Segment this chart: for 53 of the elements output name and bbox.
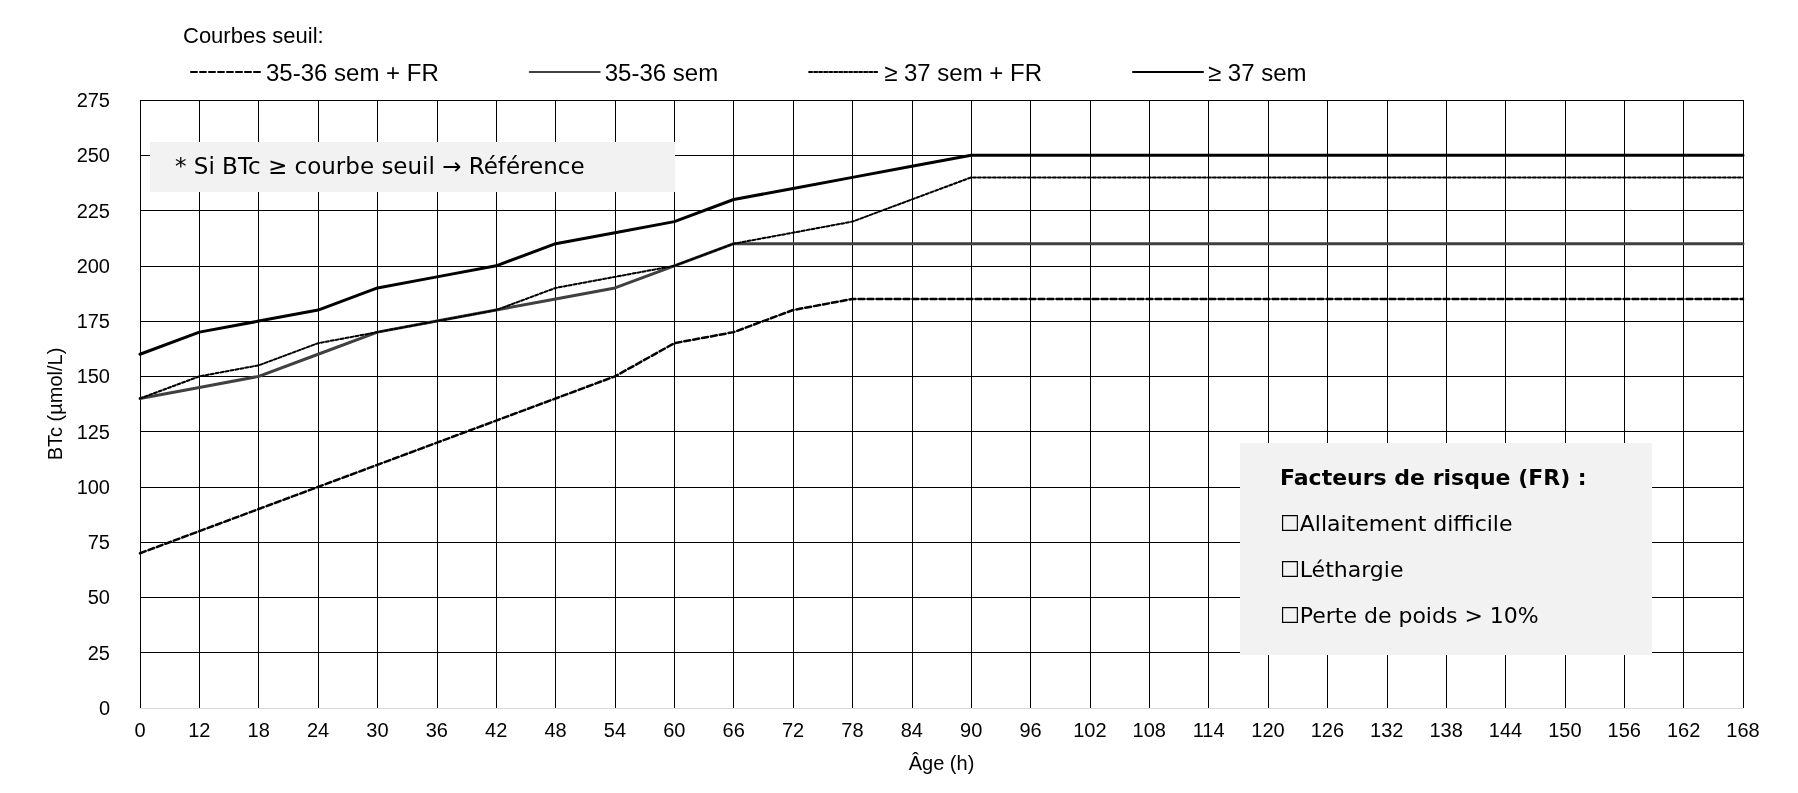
x-tick-label: 42: [485, 719, 508, 741]
x-tick-label: 126: [1310, 719, 1345, 741]
x-tick-label: 0: [134, 719, 146, 741]
annotation: ☐Léthargie: [1280, 556, 1405, 584]
x-tick-label: 36: [425, 719, 448, 741]
y-tick-label: 75: [87, 531, 110, 554]
y-tick-label: 100: [76, 475, 110, 498]
x-tick-label: 162: [1666, 719, 1701, 741]
y-tick-label: 175: [76, 310, 110, 333]
note-box: * Si BTc ≥ courbe seuil → Référence: [150, 142, 675, 192]
x-tick-label: 24: [306, 719, 330, 741]
x-tick-label: 48: [544, 719, 567, 741]
y-axis-title: BTc (µmol/L): [44, 347, 66, 461]
x-tick-label: 96: [1019, 719, 1042, 741]
x-tick-label: 108: [1132, 719, 1166, 741]
x-tick-label: 156: [1607, 719, 1641, 741]
x-tick-label: 72: [781, 719, 805, 741]
annotation: Facteurs de risque (FR) :: [1280, 464, 1588, 492]
legend-label: 35-36 sem: [604, 58, 719, 86]
x-tick-label: 132: [1370, 719, 1404, 741]
x-tick-label: 78: [841, 719, 864, 741]
y-tick-label: 250: [76, 144, 110, 167]
x-tick-label: 60: [663, 719, 686, 741]
y-tick-label: 125: [76, 420, 110, 443]
legend-title: Courbes seuil:: [183, 22, 324, 48]
annotation: * Si BTc ≥ courbe seuil → Référence: [175, 153, 585, 179]
y-tick-label: 200: [76, 254, 110, 277]
x-tick-label: 150: [1548, 719, 1582, 741]
y-tick-label: 50: [87, 586, 110, 609]
x-tick-label: 114: [1192, 719, 1225, 741]
x-tick-label: 18: [247, 719, 270, 741]
x-tick-label: 30: [366, 719, 389, 741]
x-tick-label: 84: [900, 719, 923, 741]
x-tick-label: 102: [1073, 719, 1107, 741]
legend-label: ≥ 37 sem: [1208, 58, 1307, 86]
x-tick-label: 12: [188, 719, 211, 741]
x-tick-label: 90: [960, 719, 983, 741]
y-tick-label: 0: [98, 697, 110, 719]
annotation: ☐Allaitement difficile: [1280, 510, 1514, 538]
y-tick-label: 25: [87, 641, 110, 664]
y-tick-label: 275: [76, 89, 110, 111]
x-tick-label: 168: [1726, 719, 1760, 741]
annotation: ☐Perte de poids > 10%: [1280, 602, 1540, 630]
legend-label: 35-36 sem + FR: [266, 58, 439, 86]
x-tick-label: 120: [1251, 719, 1285, 741]
y-tick-label: 225: [76, 199, 110, 222]
x-axis-title: Âge (h): [908, 752, 975, 774]
legend-label: ≥ 37 sem + FR: [884, 58, 1043, 86]
y-tick-label: 150: [76, 365, 110, 388]
x-tick-label: 138: [1429, 719, 1463, 741]
x-tick-label: 144: [1488, 719, 1523, 741]
x-tick-label: 66: [722, 719, 745, 741]
x-tick-label: 54: [603, 719, 627, 741]
